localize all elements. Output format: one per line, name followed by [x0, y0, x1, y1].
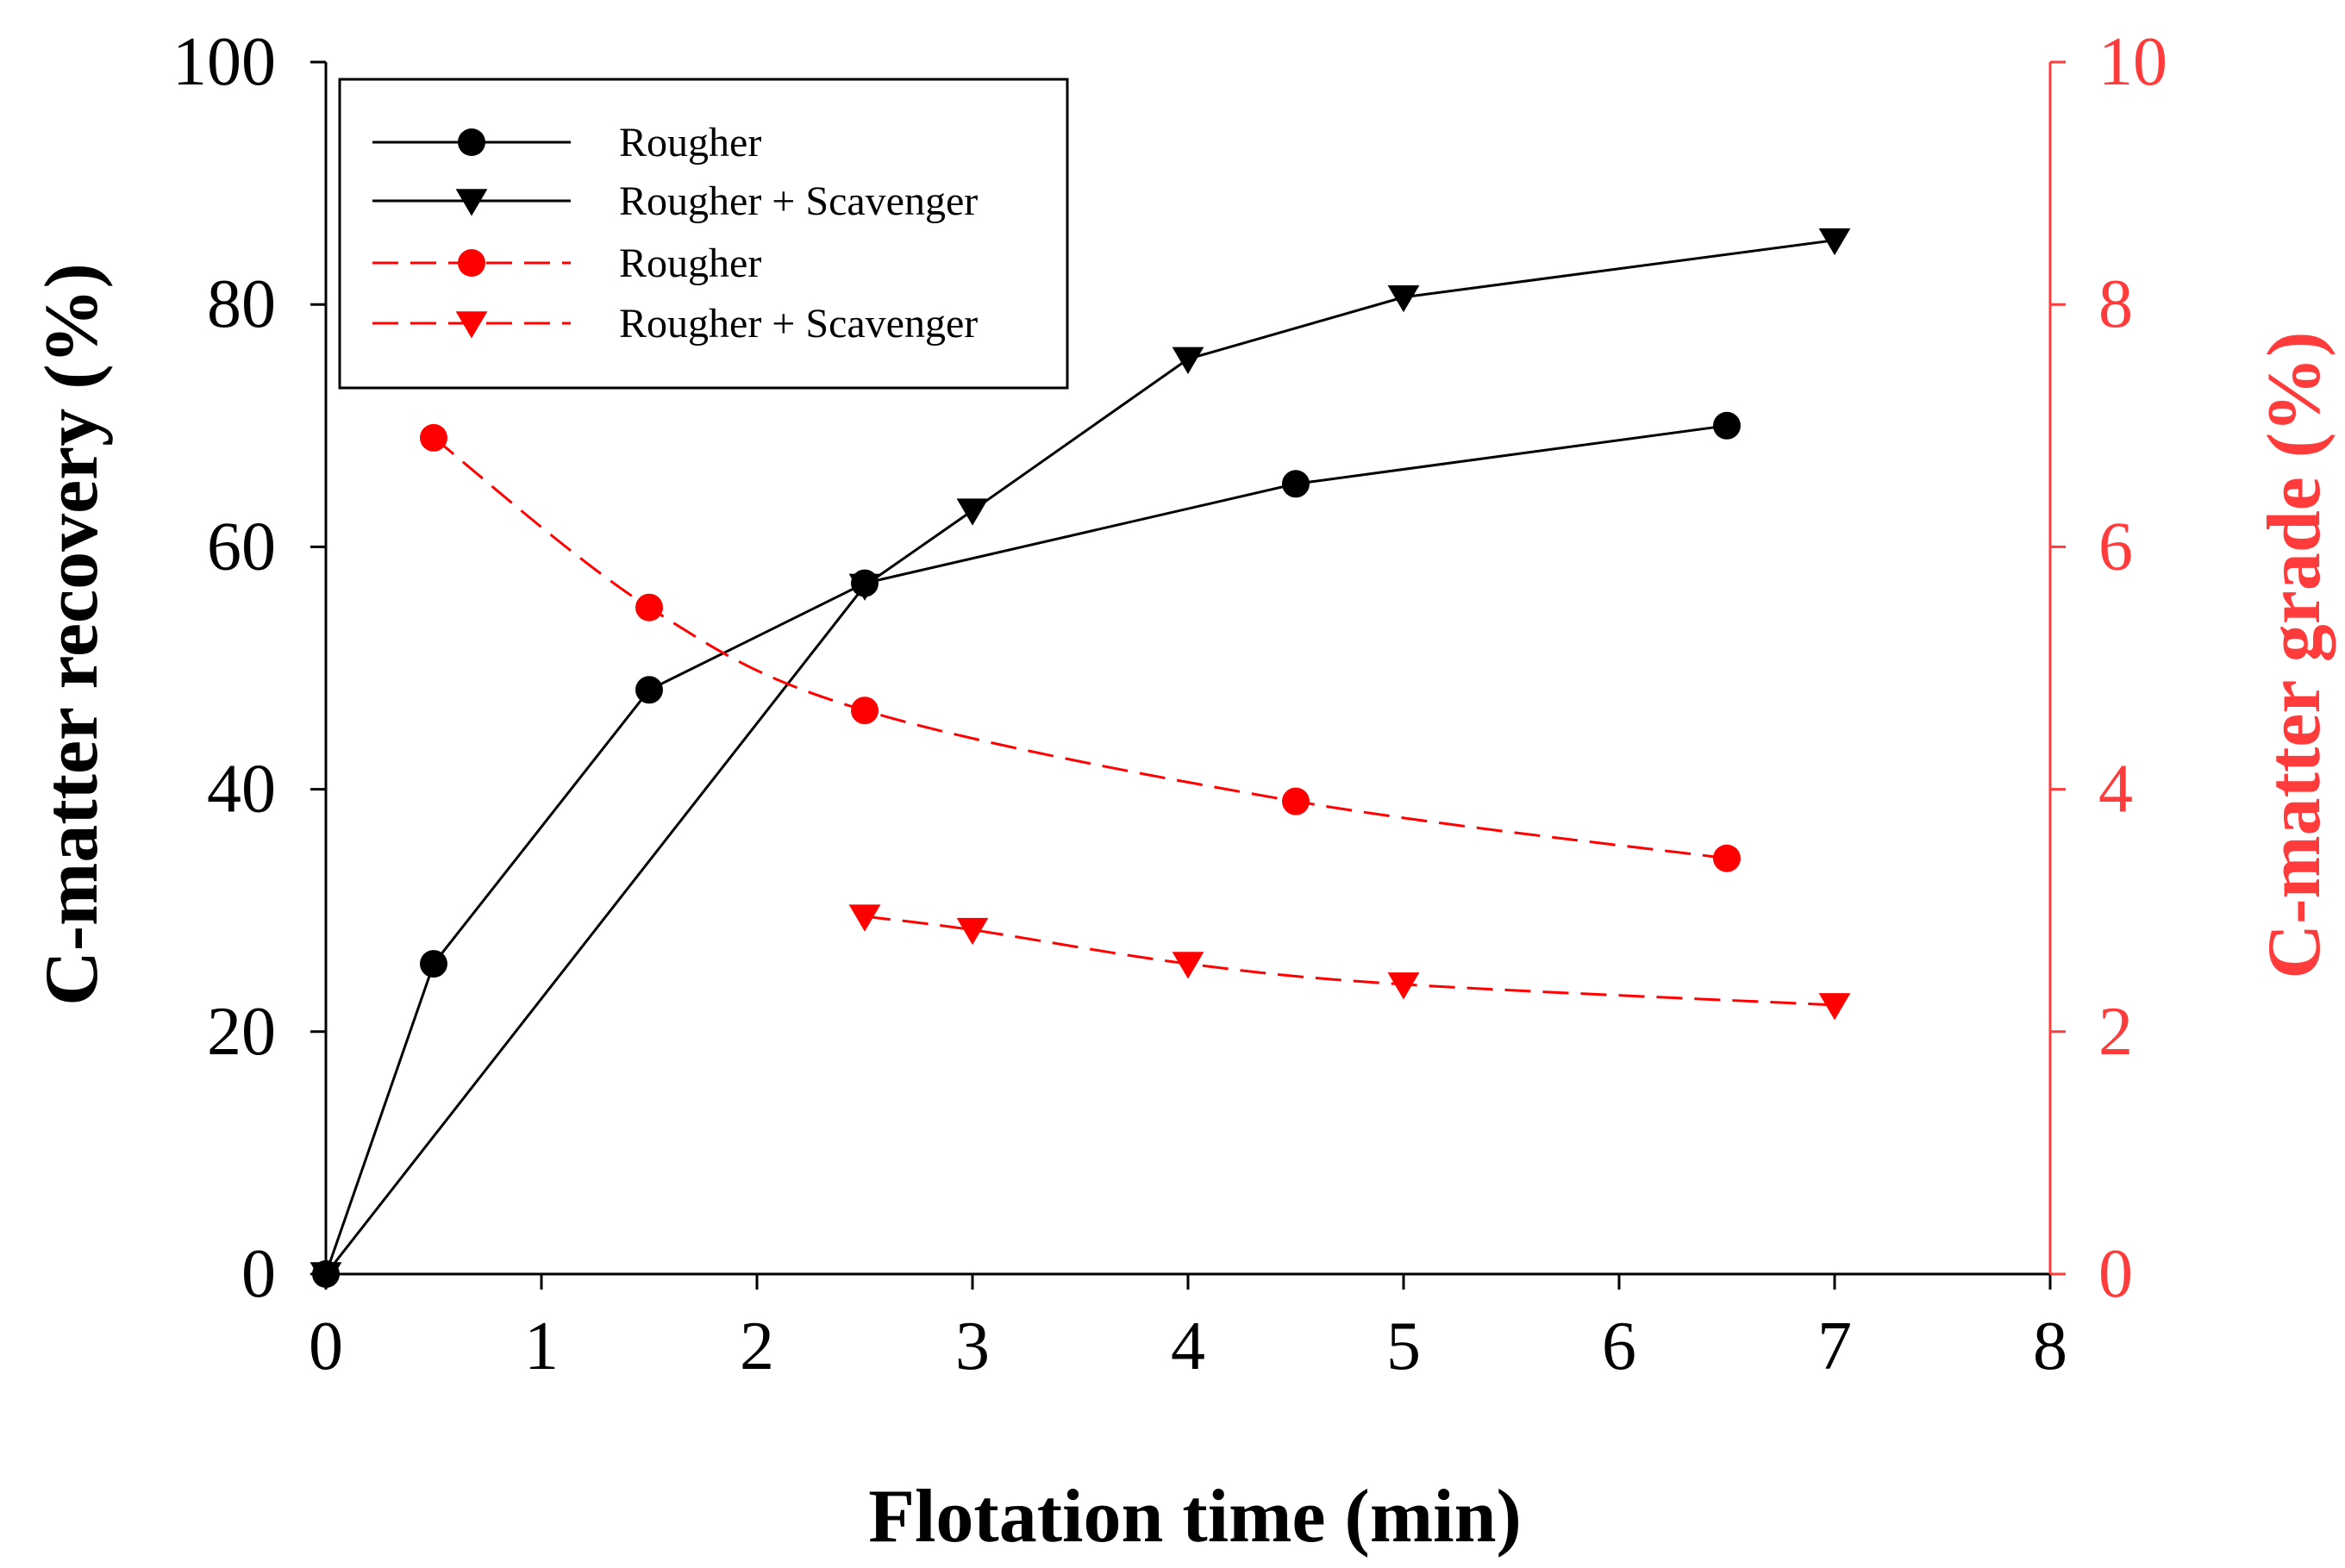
y-left-tick-label: 60	[207, 509, 276, 584]
data-point	[848, 904, 881, 932]
data-point	[956, 498, 989, 526]
x-tick-label: 1	[524, 1309, 559, 1384]
data-point	[420, 950, 447, 978]
x-tick-label: 0	[309, 1309, 343, 1384]
legend-marker	[455, 189, 488, 216]
y-right-tick-label: 4	[2098, 752, 2133, 828]
legend-label: Rougher	[619, 241, 761, 286]
series-1	[312, 411, 1741, 1288]
plot-area	[310, 228, 1851, 1290]
legend-marker	[455, 311, 488, 339]
data-point	[310, 1262, 342, 1290]
data-point	[1387, 284, 1420, 313]
y-left-tick-label: 0	[241, 1236, 276, 1312]
x-tick-label: 2	[740, 1309, 774, 1384]
data-point	[635, 676, 663, 704]
y-right-tick-label: 10	[2098, 24, 2167, 100]
x-tick-label: 6	[1602, 1309, 1636, 1384]
legend-label: Rougher + Scavenger	[619, 301, 978, 347]
data-point	[1387, 972, 1420, 1000]
data-point	[635, 593, 663, 622]
data-point	[1818, 993, 1851, 1021]
data-point	[1282, 787, 1310, 815]
series-2	[310, 228, 1851, 1290]
y-left-tick-label: 40	[207, 752, 276, 828]
series-line	[433, 436, 1728, 860]
data-point	[956, 917, 989, 946]
x-axis-title: Flotation time (min)	[868, 1475, 1522, 1559]
x-tick-label: 7	[1817, 1309, 1852, 1384]
legend-marker	[458, 249, 485, 277]
data-point	[851, 697, 879, 725]
x-tick-label: 8	[2033, 1309, 2067, 1384]
y-right-tick-label: 8	[2098, 266, 2133, 342]
data-point	[1818, 228, 1851, 256]
x-tick-label: 3	[955, 1309, 990, 1384]
legend: Rougher Rougher + Scavenger Rougher Rougher…	[338, 78, 1069, 390]
series-3	[420, 423, 1741, 872]
y-left-tick-label: 80	[207, 266, 276, 342]
data-point	[1282, 470, 1310, 498]
series-line	[864, 915, 1835, 1007]
y-right-tick-label: 6	[2098, 509, 2133, 584]
y-left-tick-label: 20	[207, 994, 276, 1070]
y-axis-left-title: C-matter recovery (%)	[30, 263, 114, 1006]
y-right-tick-label: 0	[2098, 1236, 2133, 1312]
x-tick-label: 4	[1171, 1309, 1205, 1384]
data-point	[1713, 844, 1741, 872]
data-point	[848, 573, 881, 601]
y-axis-right-title: C-matter grade (%)	[2253, 332, 2336, 979]
x-tick-label: 5	[1386, 1309, 1421, 1384]
legend-box	[338, 78, 1069, 390]
data-point	[420, 423, 447, 452]
series-4	[848, 904, 1851, 1021]
series-line	[324, 424, 1728, 1275]
series-line	[324, 239, 1835, 1275]
data-point	[1172, 952, 1204, 979]
legend-label: Rougher + Scavenger	[619, 178, 978, 224]
legend-marker	[458, 128, 485, 156]
y-right-tick-label: 2	[2098, 994, 2133, 1070]
legend-label: Rougher	[619, 120, 761, 166]
data-point	[1172, 347, 1204, 374]
data-point	[1713, 411, 1741, 440]
y-left-tick-label: 100	[172, 24, 276, 100]
